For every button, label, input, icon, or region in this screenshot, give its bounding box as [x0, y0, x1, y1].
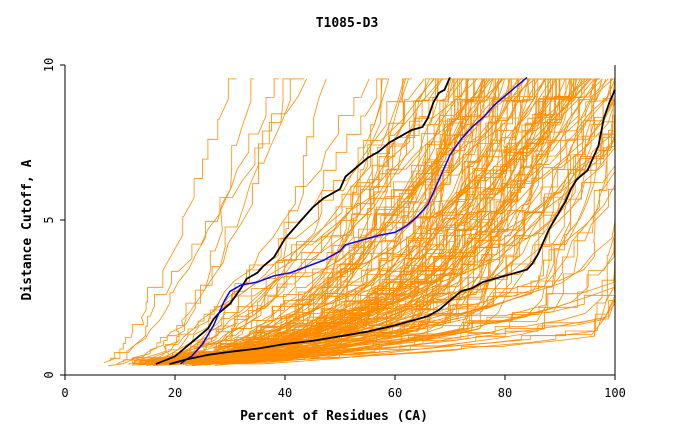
x-ticks: 0 20 40 60 80 100 [61, 375, 626, 400]
x-tick-label: 0 [61, 386, 68, 400]
x-tick-label: 100 [604, 386, 626, 400]
background-series-line [108, 78, 254, 367]
background-series-line [132, 78, 548, 363]
highlight-series-line-2 [180, 76, 528, 365]
y-axis-label: Distance Cutoff, A [20, 159, 35, 300]
x-tick-label: 80 [498, 386, 512, 400]
background-series-line [216, 78, 494, 365]
background-series-line [132, 78, 409, 366]
background-series-line [146, 78, 412, 366]
y-tick-label: 5 [42, 216, 56, 223]
background-series-line [170, 78, 616, 363]
background-series-line [133, 78, 370, 362]
background-series-line [153, 78, 439, 362]
background-series-line [200, 78, 526, 363]
y-ticks: 0 5 10 [42, 58, 65, 379]
background-series-line [194, 78, 530, 364]
x-axis-label: Percent of Residues (CA) [240, 409, 428, 424]
x-tick-label: 40 [278, 386, 292, 400]
background-series-line [214, 78, 616, 366]
highlight-series-group [155, 76, 616, 365]
y-tick-label: 0 [42, 371, 56, 378]
background-series-line [173, 78, 616, 363]
background-series-line [205, 78, 483, 364]
chart-title: T1085-D3 [316, 16, 379, 31]
background-series-line [140, 78, 295, 366]
background-series-line [116, 78, 307, 365]
background-series-line [150, 78, 555, 365]
background-series-line [209, 78, 615, 362]
background-series-line [159, 78, 522, 364]
x-tick-label: 60 [388, 386, 402, 400]
background-series-line [123, 78, 305, 363]
background-series-line [218, 78, 612, 365]
y-tick-label: 10 [42, 58, 56, 72]
x-tick-label: 20 [168, 386, 182, 400]
background-series-line [103, 78, 279, 363]
background-series-line [155, 78, 603, 365]
background-series-line [138, 78, 477, 365]
background-series-line [110, 78, 237, 362]
background-series-line [185, 78, 448, 363]
highlight-series-line-3 [169, 89, 616, 365]
background-series-line [163, 78, 516, 366]
background-series-line [200, 78, 327, 363]
background-series-line [160, 78, 601, 362]
background-series-line [167, 78, 443, 362]
background-series-line [174, 78, 507, 363]
highlight-series-line-1 [155, 77, 451, 365]
